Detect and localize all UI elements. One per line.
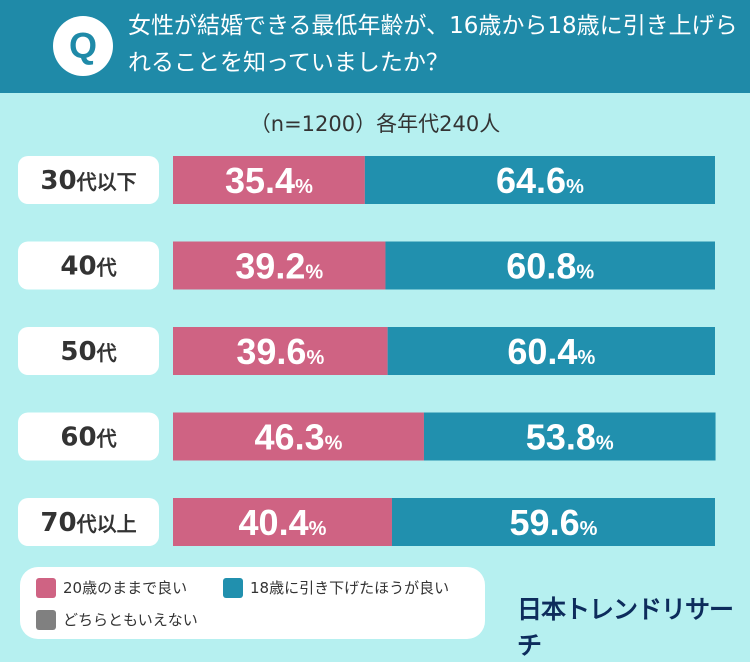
chart-subtitle: （n=1200）各年代240人	[249, 112, 501, 136]
category-label-box	[18, 327, 159, 375]
bar-value-label: 39.2%	[235, 246, 323, 287]
bar-value-label: 39.6%	[236, 331, 324, 372]
legend-item: 20歳のままで良い	[36, 577, 187, 598]
category-label-box	[18, 498, 159, 546]
category-label-number: 40	[60, 252, 96, 282]
bar-segment-lower-18	[423, 412, 716, 461]
legend-label: どちらともいえない	[63, 611, 198, 629]
category-label-number: 50	[60, 337, 96, 367]
bar-segment-lower-18	[364, 156, 715, 204]
bar-value-number: 39.6	[236, 331, 306, 372]
category-label-suffix: 代	[96, 427, 117, 451]
category-label-number: 70	[40, 508, 76, 538]
bar-value-label: 60.4%	[507, 331, 595, 372]
bar-segment-keep-20	[173, 156, 365, 204]
bar-value-number: 53.8	[526, 417, 596, 458]
legend-item: どちらともいえない	[36, 609, 198, 630]
bar-segment-keep-20	[173, 412, 424, 461]
category-label-box	[18, 156, 159, 204]
category-label: 50代	[60, 337, 116, 367]
bar-segment-keep-20	[173, 498, 392, 546]
legend-item: 18歳に引き下げたほうが良い	[223, 577, 449, 598]
category-label-suffix: 代以上	[76, 512, 137, 536]
category-label-number: 30	[40, 166, 76, 196]
bar-value-unit: %	[596, 433, 614, 455]
bar-value-unit: %	[580, 518, 598, 540]
legend-label: 20歳のままで良い	[63, 579, 188, 597]
bar-segment-lower-18	[391, 498, 715, 546]
bar-value-label: 64.6%	[496, 160, 584, 201]
bar-value-number: 60.4	[507, 331, 577, 372]
bar-segment-keep-20	[173, 327, 388, 375]
question-badge: Q	[53, 16, 113, 76]
bar-value-number: 59.6	[510, 502, 580, 543]
category-label: 30代以下	[40, 166, 136, 196]
bar-value-label: 60.8%	[506, 246, 594, 287]
category-label-suffix: 代以下	[76, 170, 137, 194]
bar-segment-lower-18	[385, 241, 715, 290]
bar-value-number: 39.2	[235, 246, 305, 287]
brand-logo: 日本トレンドリサーチ	[517, 595, 734, 660]
legend-swatch	[36, 609, 56, 630]
bar-value-number: 40.4	[239, 502, 309, 543]
stacked-bar-chart: 30代以下 35.4% 64.6%40代 39.2% 60.8%50代 39.6% 60.4…	[18, 156, 716, 546]
category-label-box	[18, 241, 159, 290]
bar-value-unit: %	[566, 176, 584, 198]
bar-segment-lower-18	[387, 327, 715, 375]
bar-value-label: 35.4%	[225, 160, 313, 201]
bar-value-label: 46.3%	[255, 417, 343, 458]
legend-label: 18歳に引き下げたほうが良い	[250, 579, 450, 597]
bar-value-number: 46.3	[255, 417, 325, 458]
bar-value-unit: %	[309, 518, 327, 540]
bar-segment-keep-20	[173, 241, 386, 290]
category-label: 70代以上	[40, 508, 136, 538]
bar-value-label: 40.4%	[239, 502, 327, 543]
bar-value-unit: %	[325, 433, 343, 455]
legend: 20歳のままで良い 18歳に引き下げたほうが良い どちらともいえない	[20, 567, 485, 639]
bar-value-label: 59.6%	[510, 502, 598, 543]
bar-value-number: 60.8	[506, 246, 576, 287]
legend-swatch	[223, 577, 243, 598]
bar-value-unit: %	[306, 347, 324, 369]
bar-value-unit: %	[305, 262, 323, 284]
header-banner: Q 女性が結婚できる最低年齢が、16歳から18歳に引き上げられることを知っていま…	[0, 0, 750, 93]
category-label-number: 60	[60, 423, 96, 453]
bar-value-number: 64.6	[496, 160, 566, 201]
bar-value-label: 53.8%	[526, 417, 614, 458]
category-label-suffix: 代	[96, 341, 117, 365]
category-label-box	[18, 412, 159, 461]
question-text: 女性が結婚できる最低年齢が、16歳から18歳に引き上げられることを知っていました…	[128, 13, 738, 76]
bar-value-unit: %	[576, 262, 594, 284]
bar-value-unit: %	[577, 347, 595, 369]
category-label-suffix: 代	[96, 256, 117, 280]
bar-value-number: 35.4	[225, 160, 295, 201]
category-label: 40代	[60, 252, 116, 282]
legend-swatch	[36, 577, 56, 598]
category-label: 60代	[60, 423, 116, 453]
bar-value-unit: %	[295, 176, 313, 198]
